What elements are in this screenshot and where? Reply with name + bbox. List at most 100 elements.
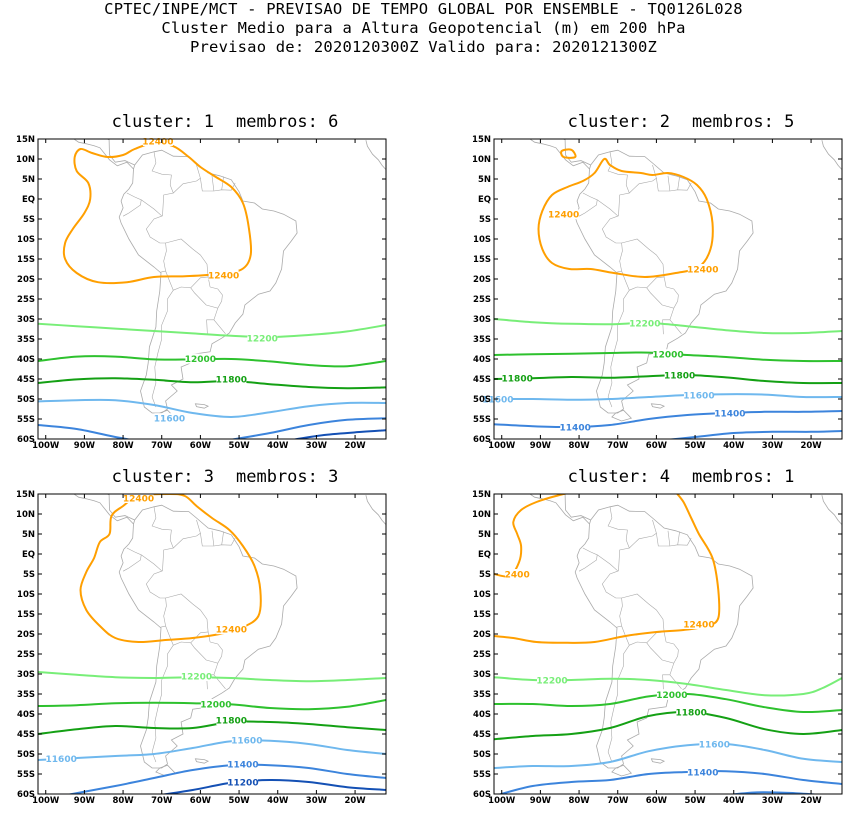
contour-label-bg [227, 759, 258, 769]
contour-label: 12400 [687, 265, 718, 275]
cluster-panel-1: cluster: 1 membros: 6 12400 12400 12200 1200… [0, 112, 400, 468]
lon-label: 80W [568, 441, 590, 451]
contour-label: 12400 [683, 620, 714, 630]
lon-label: 50W [228, 441, 250, 451]
africa-coastline [365, 140, 386, 171]
lat-label: 40S [473, 355, 491, 365]
south-america-coastline [574, 504, 754, 769]
country-border [122, 192, 142, 217]
lat-label: 40S [473, 710, 491, 720]
central-america-caribbean-coast [562, 139, 591, 166]
country-border [597, 199, 618, 217]
lon-label: 20W [344, 441, 366, 451]
lat-label: 10N [472, 510, 491, 520]
lon-label: 100W [32, 796, 60, 806]
cluster-number: 3 [203, 467, 214, 487]
lat-label: 50S [473, 750, 491, 760]
contour-label-bg [208, 270, 239, 280]
contour-11400 [665, 430, 842, 439]
lon-label: 30W [762, 441, 784, 451]
lon-label: 90W [74, 796, 96, 806]
country-border [621, 270, 667, 291]
lat-label: 25S [473, 295, 491, 305]
country-border [141, 554, 162, 572]
country-border [578, 547, 598, 572]
country-border [621, 593, 665, 633]
contour-label-bg [653, 349, 683, 360]
map-layer [38, 475, 386, 794]
falkland-islands [650, 758, 666, 764]
members-count: 3 [328, 467, 339, 487]
country-border [145, 570, 167, 628]
caribbean-island [144, 475, 167, 481]
lat-label: 5S [479, 215, 491, 225]
contour-label-bg [683, 390, 714, 400]
lat-label: 25S [473, 650, 491, 660]
contour-11400 [727, 791, 822, 794]
cluster-panel-2: cluster: 2 membros: 5 12400 12400 12200 1200… [456, 112, 847, 468]
contour-label: 12000 [656, 691, 687, 701]
lat-label: 60S [17, 435, 35, 445]
cluster-number: 1 [203, 112, 214, 132]
contour-label-bg [502, 373, 533, 384]
lon-label: 60W [646, 441, 668, 451]
contour-label: 11600 [154, 415, 185, 425]
lat-label: 25S [17, 295, 35, 305]
header-line-3: Previsao de: 2020120300Z Valido para: 20… [189, 38, 658, 56]
country-border [607, 290, 630, 408]
cluster-number: 4 [659, 467, 670, 487]
contour-label: 2400 [505, 570, 530, 580]
lon-label: 70W [151, 796, 173, 806]
tierra-del-fuego [611, 409, 633, 422]
contour-label-bg [247, 333, 278, 344]
lat-label: EQ [22, 550, 35, 560]
lat-label: 20S [17, 630, 35, 640]
contour-label-bg [200, 699, 231, 709]
country-border [122, 547, 142, 572]
contour-label: 12000 [200, 700, 231, 710]
country-border [629, 519, 657, 549]
members-count: 6 [328, 112, 339, 132]
contour-label: 11200 [227, 778, 258, 788]
country-border [213, 663, 226, 689]
south-america-coastline [118, 149, 298, 414]
contour-11400 [38, 424, 133, 439]
contour-label-bg [216, 715, 247, 725]
contour-label: 11600 [683, 391, 714, 401]
lat-label: 60S [17, 790, 35, 800]
lat-label: 15S [473, 255, 491, 265]
lat-label: 15N [16, 135, 35, 145]
lat-label: 15S [17, 610, 35, 620]
lat-label: 50S [17, 750, 35, 760]
country-border [165, 593, 209, 633]
members-count: 1 [784, 467, 795, 487]
contour-label: 11400 [714, 409, 745, 419]
lat-label: 25S [17, 650, 35, 660]
map-frame [37, 138, 387, 440]
contour-label: 12400 [142, 137, 173, 147]
contour-label: 12200 [181, 672, 212, 682]
lat-label: 15S [473, 610, 491, 620]
lon-label: 60W [646, 796, 668, 806]
cluster-label: cluster: [111, 467, 194, 487]
contour-label: 12400 [216, 626, 247, 636]
lon-label: 80W [112, 441, 134, 451]
lon-label: 50W [684, 441, 706, 451]
cluster-panel-4: cluster: 4 membros: 1 2400 12400 12200 12000… [456, 467, 847, 823]
country-border [190, 286, 223, 309]
lat-label: 50S [17, 395, 35, 405]
country-border [190, 641, 223, 664]
lon-label: 100W [488, 441, 516, 451]
contour-11600 [38, 739, 386, 761]
contour-12400 [79, 494, 262, 644]
country-border [221, 531, 224, 545]
lon-label: 40W [267, 796, 289, 806]
lon-label: 70W [607, 441, 629, 451]
country-border [629, 164, 657, 194]
country-border [221, 176, 224, 190]
contour-label: 11800 [676, 708, 707, 718]
country-border [200, 533, 236, 547]
contour-label-bg [231, 735, 262, 745]
caribbean-island [628, 480, 635, 482]
country-border [206, 319, 214, 335]
